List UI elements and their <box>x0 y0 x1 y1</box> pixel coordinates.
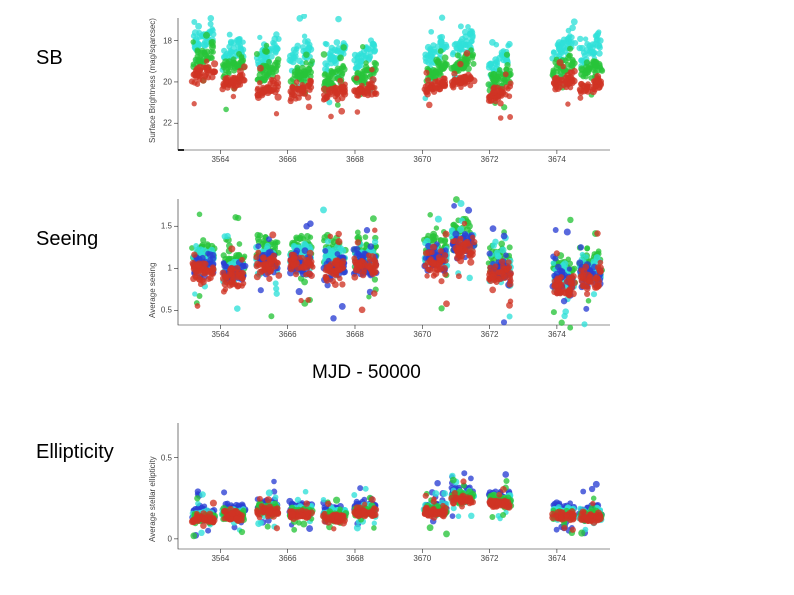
sb-y-axis-label: Surface Brightness (mag/sqarcsec) <box>148 18 157 143</box>
ellip-x-tick-3664: 3564 <box>211 554 229 563</box>
sb-x-tick-3670: 3670 <box>413 155 431 164</box>
ellip-x-tick-3668: 3668 <box>346 554 364 563</box>
seeing-x-tick-3674: 3674 <box>548 330 566 339</box>
ellip-points <box>189 470 605 539</box>
ellip-panel: 35643666366836703672367400.5Average stel… <box>0 419 794 591</box>
ellip-x-tick-3666: 3666 <box>279 554 297 563</box>
sb-x-tick-3664: 3564 <box>211 155 229 164</box>
sb-x-tick-3674: 3674 <box>548 155 566 164</box>
ellip-x-tick-3674: 3674 <box>548 554 566 563</box>
seeing-x-tick-3666: 3666 <box>279 330 297 339</box>
ellip-chart <box>0 419 794 585</box>
sb-x-tick-3668: 3668 <box>346 155 364 164</box>
seeing-y-tick-1.5: 1.5 <box>154 222 172 231</box>
seeing-chart <box>0 195 794 361</box>
ellip-x-tick-3670: 3670 <box>413 554 431 563</box>
seeing-x-tick-3664: 3564 <box>211 330 229 339</box>
seeing-panel: 3564366636683670367236740.511.5Average s… <box>0 195 794 367</box>
sb-x-tick-3672: 3672 <box>481 155 499 164</box>
ellip-x-tick-3672: 3672 <box>481 554 499 563</box>
seeing-x-tick-3668: 3668 <box>346 330 364 339</box>
seeing-points <box>189 196 605 331</box>
sb-chart <box>0 14 794 186</box>
sb-points <box>189 14 605 121</box>
sb-x-tick-3666: 3666 <box>279 155 297 164</box>
seeing-x-tick-3670: 3670 <box>413 330 431 339</box>
seeing-x-tick-3672: 3672 <box>481 330 499 339</box>
ellip-y-axis-label: Average stellar ellipticity <box>148 456 157 542</box>
seeing-y-axis-label: Average seeing <box>148 263 157 318</box>
sb-panel: 356436663668367036723674182022Surface Br… <box>0 14 794 192</box>
